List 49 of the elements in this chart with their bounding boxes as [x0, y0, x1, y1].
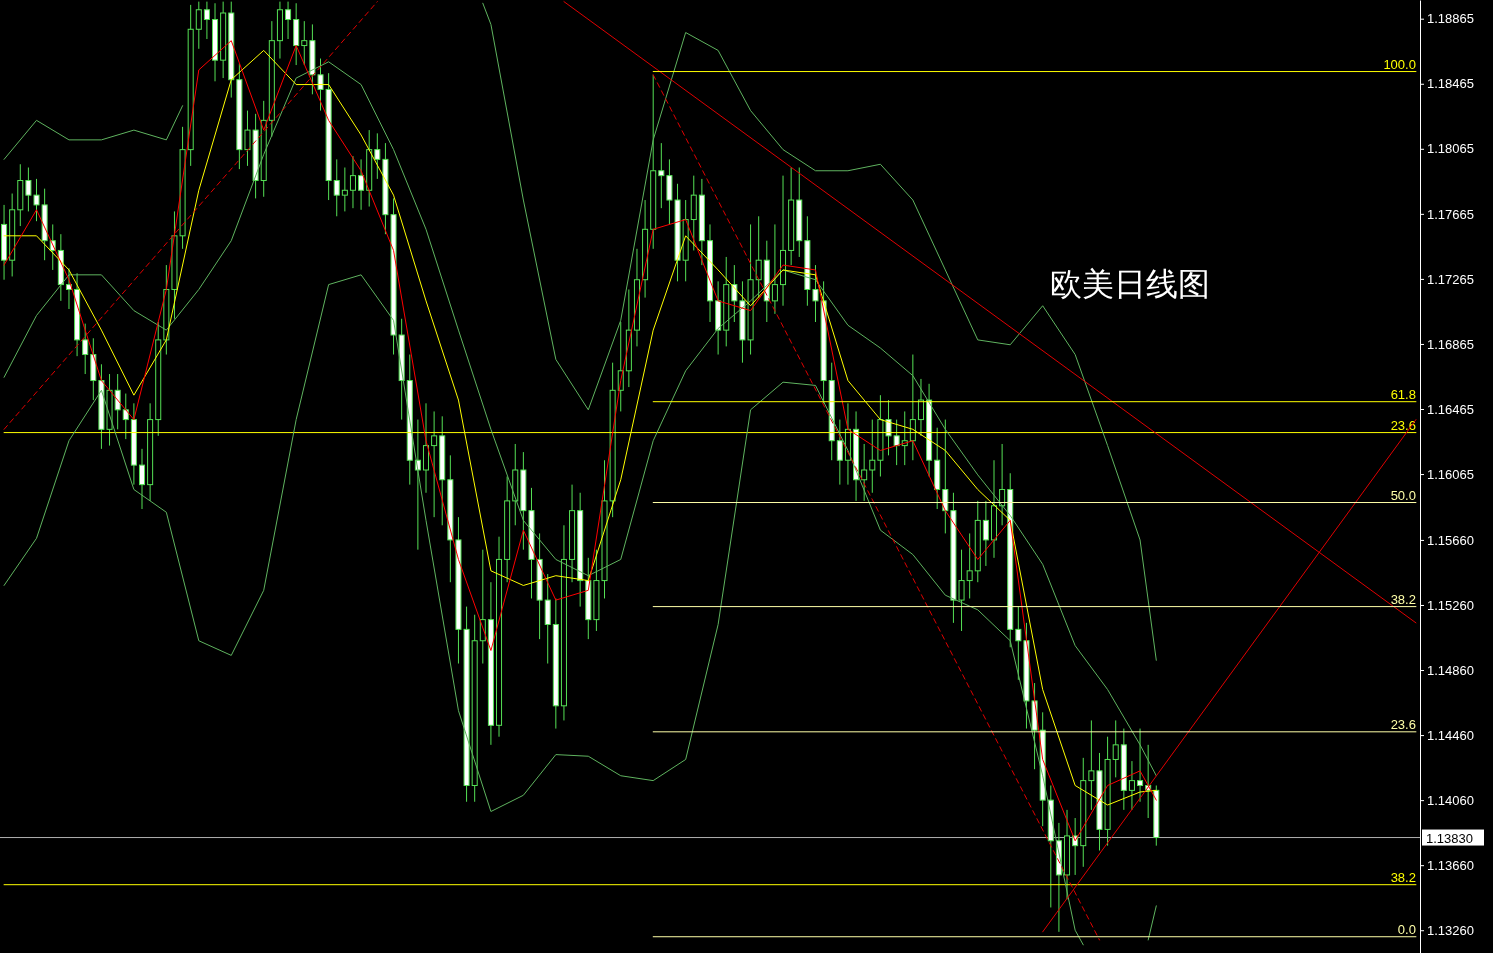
y-tick-label: 1.14460 — [1427, 727, 1474, 743]
y-tick-label: 1.13260 — [1427, 922, 1474, 938]
y-tick-label: 1.15660 — [1427, 532, 1474, 548]
y-tick-label: 1.17665 — [1427, 206, 1474, 222]
y-tick-label: 1.17265 — [1427, 271, 1474, 287]
candlestick — [349, 155, 356, 209]
candlestick — [869, 419, 876, 494]
candlestick — [431, 410, 438, 518]
series-label: 23.6 — [1390, 417, 1416, 433]
y-tick-label: 1.13660 — [1427, 857, 1474, 873]
series-label: 50.0 — [1390, 487, 1416, 503]
candlestick — [755, 215, 762, 299]
candlestick — [861, 443, 868, 502]
candlestick — [203, 1, 210, 40]
candlestick — [82, 323, 89, 375]
y-tick-label: 1.18065 — [1427, 141, 1474, 157]
candlestick — [285, 1, 292, 40]
candlestick — [374, 132, 381, 180]
candlestick — [771, 223, 778, 315]
candlestick — [836, 419, 843, 486]
candlestick — [301, 20, 308, 66]
candlestick — [138, 448, 146, 510]
series-label: 0.0 — [1397, 921, 1416, 937]
y-tick-label: 1.16065 — [1427, 466, 1474, 482]
candlestick — [333, 158, 340, 217]
series-label: 38.2 — [1390, 591, 1416, 607]
candlestick — [1128, 760, 1135, 811]
y-tick-label: 1.15260 — [1427, 597, 1474, 613]
candlestick — [982, 500, 989, 567]
y-tick-label: 1.14060 — [1427, 792, 1474, 808]
line-series — [3, 105, 184, 160]
candlestick — [122, 393, 129, 440]
series-label: 100.0 — [1383, 56, 1416, 72]
ref-line-label: 1.13830 — [1426, 830, 1473, 846]
y-tick-label: 1.18465 — [1427, 76, 1474, 92]
candlestick — [917, 378, 924, 437]
candlestick — [658, 142, 665, 209]
text: 欧美日线图 — [1050, 265, 1210, 303]
y-tick-label: 1.16865 — [1427, 336, 1474, 352]
series-label: 38.2 — [1390, 869, 1416, 885]
candlestick — [1112, 719, 1119, 778]
candlestick — [1137, 728, 1144, 803]
y-tick-label: 1.14860 — [1427, 662, 1474, 678]
y-tick-label: 1.16465 — [1427, 401, 1474, 417]
series-label: 61.8 — [1390, 386, 1416, 402]
y-tick-label: 1.18865 — [1427, 11, 1474, 27]
candlestick — [358, 158, 365, 211]
candlestick — [341, 167, 348, 212]
series-label: 23.6 — [1390, 716, 1416, 732]
